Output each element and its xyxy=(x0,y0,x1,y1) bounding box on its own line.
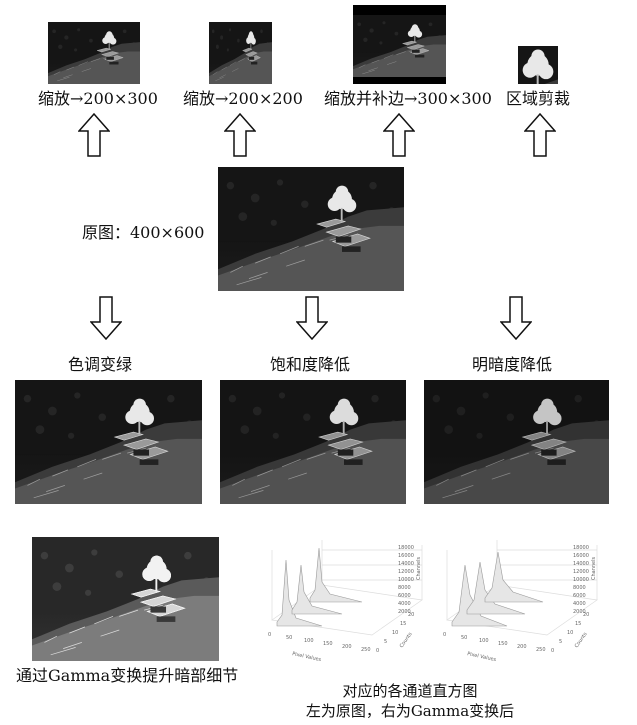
z-axis-label: Channels xyxy=(591,556,597,580)
histogram-gamma: 18000 16000 14000 12000 10000 8000 6000 … xyxy=(437,540,607,670)
z-tick: 16000 xyxy=(573,553,589,559)
label-saturation-down: 饱和度降低 xyxy=(270,355,351,374)
x-tick: 200 xyxy=(517,644,527,650)
y-tick: 15 xyxy=(575,621,581,627)
x-tick: 250 xyxy=(361,647,371,653)
z-tick: 2000 xyxy=(398,609,411,615)
z-axis-label: Channels xyxy=(416,556,422,580)
x-tick: 100 xyxy=(479,638,489,644)
y-axis-label: Counts xyxy=(574,631,589,649)
thumb-scale-200x300 xyxy=(48,22,140,84)
y-tick: 10 xyxy=(392,630,398,636)
thumb-scale-200x200 xyxy=(209,22,272,84)
up-arrow-icon xyxy=(224,113,256,157)
label-original: 原图：400×600 xyxy=(82,223,205,242)
label-brightness-down: 明暗度降低 xyxy=(472,355,553,374)
z-tick: 8000 xyxy=(398,585,411,591)
down-arrow-icon xyxy=(90,296,122,340)
down-arrow-icon xyxy=(296,296,328,340)
label-scale-200x200: 缩放→200×200 xyxy=(183,89,303,108)
thumb-scale-pad-300x300 xyxy=(353,5,446,84)
x-tick: 250 xyxy=(536,647,546,653)
label-scale-pad-300x300: 缩放并补边→300×300 xyxy=(324,89,492,108)
label-scale-200x300: 缩放→200×300 xyxy=(38,89,158,108)
x-tick: 150 xyxy=(498,641,508,647)
z-tick: 18000 xyxy=(398,545,414,551)
z-tick: 12000 xyxy=(398,569,414,575)
z-tick: 10000 xyxy=(398,577,414,583)
x-tick: 0 xyxy=(268,632,271,638)
label-gamma: 通过Gamma变换提升暗部细节 xyxy=(16,666,239,685)
hist-caption-line1: 对应的各通道直方图 xyxy=(342,682,478,700)
z-tick: 6000 xyxy=(573,593,586,599)
label-region-crop: 区域剪裁 xyxy=(506,89,571,108)
y-tick: 10 xyxy=(567,630,573,636)
z-tick: 4000 xyxy=(398,601,411,607)
z-tick: 12000 xyxy=(573,569,589,575)
image-tone-green xyxy=(15,380,202,504)
histogram-original: 18000 16000 14000 12000 10000 8000 6000 … xyxy=(262,540,432,670)
z-tick: 14000 xyxy=(573,561,589,567)
z-tick: 10000 xyxy=(573,577,589,583)
up-arrow-icon xyxy=(78,113,110,157)
x-tick: 50 xyxy=(286,635,292,641)
y-axis-label: Counts xyxy=(399,631,414,649)
y-tick: 20 xyxy=(583,612,589,618)
label-tone-green: 色调变绿 xyxy=(68,355,133,374)
x-axis-label: Pixel Values xyxy=(467,651,497,663)
up-arrow-icon xyxy=(524,113,556,157)
y-tick: 0 xyxy=(551,648,554,654)
z-tick: 14000 xyxy=(398,561,414,567)
image-brightness-down xyxy=(424,380,609,504)
z-tick: 16000 xyxy=(398,553,414,559)
y-tick: 0 xyxy=(376,648,379,654)
image-saturation-down xyxy=(220,380,406,504)
x-tick: 50 xyxy=(461,635,467,641)
y-tick: 15 xyxy=(400,621,406,627)
thumb-region-crop xyxy=(518,46,558,84)
x-tick: 100 xyxy=(304,638,314,644)
y-tick: 5 xyxy=(384,639,387,645)
z-tick: 6000 xyxy=(398,593,411,599)
x-tick: 200 xyxy=(342,644,352,650)
x-axis-label: Pixel Values xyxy=(292,651,322,663)
x-tick: 150 xyxy=(323,641,333,647)
z-tick: 18000 xyxy=(573,545,589,551)
z-tick: 2000 xyxy=(573,609,586,615)
hist-caption-line2: 左为原图，右为Gamma变换后 xyxy=(305,702,515,720)
x-tick: 0 xyxy=(443,632,446,638)
y-tick: 5 xyxy=(559,639,562,645)
image-gamma xyxy=(32,537,219,661)
y-tick: 20 xyxy=(408,612,414,618)
up-arrow-icon xyxy=(383,113,415,157)
z-tick: 4000 xyxy=(573,601,586,607)
image-original xyxy=(218,167,404,291)
z-tick: 8000 xyxy=(573,585,586,591)
down-arrow-icon xyxy=(500,296,532,340)
